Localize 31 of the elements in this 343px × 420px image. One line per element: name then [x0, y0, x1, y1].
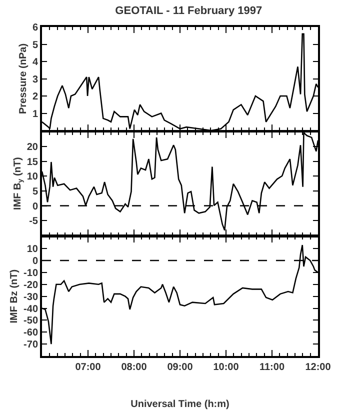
y-tick-label: -20: [24, 280, 38, 291]
y-tick-label: 20: [26, 142, 38, 154]
y-tick-label: 0: [32, 256, 38, 268]
y-tick-label: 3: [32, 74, 38, 86]
y-tick-label: -70: [24, 340, 38, 351]
y-tick-label: 10: [26, 244, 38, 256]
y-tick-label: -60: [24, 328, 38, 339]
x-tick-label: 09:00: [167, 362, 194, 373]
y-tick-label: -5: [29, 216, 38, 228]
y-tick-label: -40: [24, 304, 38, 315]
y-tick-label: 5: [32, 40, 38, 51]
y-tick-label: 1: [32, 108, 38, 120]
x-tick-label: 07:00: [75, 362, 102, 373]
x-tick-label: 08:00: [121, 362, 148, 373]
y-tick-label: 0: [32, 201, 38, 212]
y-tick-label: 6: [32, 22, 38, 34]
y-tick-label: 4: [32, 57, 38, 68]
y-axis-title: IMF Bz (nT): [9, 269, 20, 324]
y-tick-label: -50: [24, 316, 38, 327]
y-tick-label: 15: [26, 156, 38, 168]
chart-title: GEOTAIL - 11 February 1997: [115, 5, 262, 17]
y-tick-label: -30: [24, 292, 38, 303]
x-tick-label: 12:00: [305, 362, 332, 373]
y-tick-label: -10: [24, 268, 38, 279]
x-tick-label: 11:00: [259, 362, 285, 373]
y-tick-label: 10: [26, 172, 38, 183]
y-tick-label: 5: [32, 186, 38, 198]
y-axis-title: Pressure (nPa): [18, 43, 29, 114]
x-axis-title: Universal Time (h:m): [130, 399, 230, 410]
x-tick-label: 10:00: [213, 362, 240, 373]
y-tick-label: 2: [32, 92, 38, 102]
